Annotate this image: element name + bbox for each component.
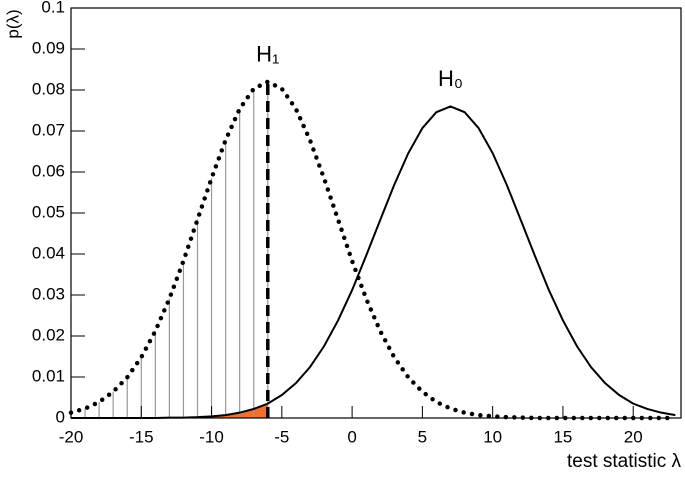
y-tick-label: 0.02 (32, 325, 65, 344)
x-tick-label: -5 (274, 427, 289, 446)
y-tick-label: 0.04 (32, 243, 65, 262)
x-tick-label: -15 (129, 427, 154, 446)
y-tick-label: 0.06 (32, 161, 65, 180)
y-tick-label: 0.07 (32, 120, 65, 139)
y-tick-label: 0.08 (32, 79, 65, 98)
series-label: H₁ (256, 42, 279, 67)
y-tick-label: 0 (56, 407, 65, 426)
x-tick-label: -10 (199, 427, 224, 446)
y-tick-label: 0.09 (32, 38, 65, 57)
series-label: H₀ (438, 66, 463, 91)
x-tick-label: 5 (418, 427, 427, 446)
x-axis-label: test statistic λ (567, 451, 682, 472)
tail-area (71, 403, 268, 418)
curve (68, 79, 678, 421)
x-tick-label: 20 (624, 427, 643, 446)
plot-frame (70, 7, 682, 419)
x-tick-label: -20 (59, 427, 84, 446)
x-tick-label: 15 (553, 427, 572, 446)
curve (71, 105, 676, 419)
x-tick-label: 0 (347, 427, 356, 446)
x-tick-label: 10 (483, 427, 502, 446)
y-tick-label: 0.03 (32, 284, 65, 303)
y-tick-label: 0.01 (32, 366, 65, 385)
y-axis-label: p(λ) (3, 9, 22, 38)
y-tick-label: 0.05 (32, 202, 65, 221)
y-tick-label: 0.1 (41, 0, 65, 16)
